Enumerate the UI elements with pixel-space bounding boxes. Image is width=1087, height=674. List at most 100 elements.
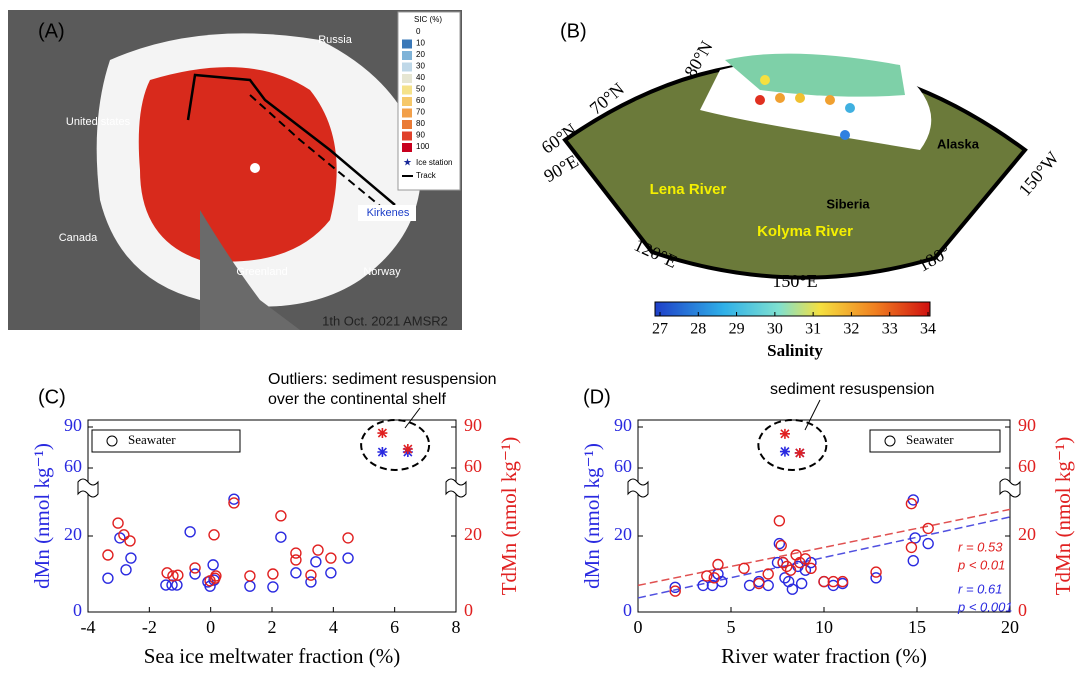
- legend-tick: 50: [416, 85, 425, 94]
- panel-label: (D): [583, 386, 611, 408]
- axis-break: [78, 479, 98, 497]
- legend-tick: 40: [416, 73, 425, 82]
- legend-swatch: [402, 28, 412, 37]
- legend-star: ★: [403, 158, 412, 169]
- data-point: [871, 573, 881, 583]
- data-point: [923, 539, 933, 549]
- data-point: [190, 563, 200, 573]
- data-point: [162, 568, 172, 578]
- legend-tick: 100: [416, 142, 430, 151]
- y-tick-label: 0: [73, 600, 82, 620]
- legend-item: Ice station: [416, 158, 452, 167]
- data-point: [126, 553, 136, 563]
- y-tick-label: 20: [614, 524, 632, 544]
- data-point: [774, 516, 784, 526]
- legend-title: SIC (%): [414, 15, 442, 24]
- x-tick-label: 5: [727, 617, 736, 637]
- x-tick-label: -4: [81, 617, 96, 637]
- stat-label: r = 0.61: [958, 581, 1002, 596]
- legend-tick: 90: [416, 131, 425, 140]
- legend-swatch: [402, 51, 412, 60]
- data-point: [291, 555, 301, 565]
- data-point: [908, 556, 918, 566]
- data-point: [326, 568, 336, 578]
- data-point: [103, 550, 113, 560]
- x-tick-label: 2: [268, 617, 277, 637]
- data-point: [906, 542, 916, 552]
- map-label: Siberia: [826, 196, 870, 211]
- map-label: United states: [66, 116, 131, 128]
- data-point: [819, 577, 829, 587]
- legend-tick: 60: [416, 96, 425, 105]
- colorbar-tick-label: 27: [652, 321, 668, 338]
- data-point: [795, 448, 805, 458]
- y-tick-label: 60: [64, 456, 82, 476]
- data-point: [377, 447, 387, 457]
- data-point: [209, 530, 219, 540]
- legend-swatch: [402, 97, 412, 106]
- x-axis-label: Sea ice meltwater fraction (%): [144, 644, 401, 668]
- x-axis-label: River water fraction (%): [721, 644, 927, 668]
- x-tick-label: 6: [390, 617, 399, 637]
- data-point: [403, 444, 413, 454]
- data-point: [763, 569, 773, 579]
- y-axis-label: dMn (nmol kg⁻¹): [580, 443, 604, 589]
- legend-item: Track: [416, 171, 437, 180]
- data-point: [745, 580, 755, 590]
- colorbar-tick-label: 31: [805, 321, 821, 338]
- outlier-ring: [758, 420, 826, 470]
- figure: (A)RussiaUnited statesCanadaGreenlandNor…: [0, 0, 1087, 674]
- colorbar-tick-label: 30: [767, 321, 783, 338]
- y2-tick-label: 0: [464, 600, 473, 620]
- map-label: Canada: [59, 232, 98, 244]
- data-point: [185, 527, 195, 537]
- colorbar-tick-label: 28: [690, 321, 706, 338]
- data-point: [343, 553, 353, 563]
- legend-swatch: [402, 132, 412, 141]
- map-label: 1th Oct. 2021 AMSR2: [322, 313, 448, 328]
- data-point: [780, 429, 790, 439]
- data-point: [313, 545, 323, 555]
- y2-tick-label: 60: [1018, 456, 1036, 476]
- y2-tick-label: 90: [464, 415, 482, 435]
- y-tick-label: 20: [64, 524, 82, 544]
- map-label: Alaska: [937, 136, 980, 151]
- data-point: [780, 447, 790, 457]
- y2-tick-label: 60: [464, 456, 482, 476]
- annotation: sediment resuspension: [770, 381, 935, 398]
- y-tick-label: 0: [623, 600, 632, 620]
- y2-tick-label: 90: [1018, 415, 1036, 435]
- legend-swatch: [402, 109, 412, 118]
- legend-tick: 20: [416, 50, 425, 59]
- legend-tick: 30: [416, 62, 425, 71]
- data-point: [245, 571, 255, 581]
- data-point: [713, 560, 723, 570]
- annotation-line: Outliers: sediment resuspension: [268, 371, 497, 388]
- axis-break: [446, 479, 466, 497]
- x-tick-label: 0: [206, 617, 215, 637]
- y-tick-label: 90: [64, 415, 82, 435]
- panel-label: (B): [560, 20, 587, 42]
- data-point: [906, 499, 916, 509]
- legend-swatch: [402, 40, 412, 49]
- map-label: Kolyma River: [757, 223, 853, 240]
- legend-swatch: [402, 143, 412, 152]
- data-point: [311, 557, 321, 567]
- y-axis-label: dMn (nmol kg⁻¹): [30, 443, 54, 589]
- outlier-ring: [361, 420, 429, 470]
- data-point: [326, 553, 336, 563]
- legend-label: Seawater: [906, 432, 954, 447]
- x-tick-label: 20: [1001, 617, 1019, 637]
- annotation-arrow: [405, 408, 420, 428]
- data-point: [343, 533, 353, 543]
- x-tick-label: -2: [142, 617, 157, 637]
- y2-tick-label: 20: [1018, 524, 1036, 544]
- x-tick-label: 15: [908, 617, 926, 637]
- legend-label: Seawater: [128, 432, 176, 447]
- stat-label: p < 0.01: [957, 557, 1005, 572]
- panel-label: (A): [38, 20, 65, 42]
- data-point: [698, 580, 708, 590]
- legend-tick: 70: [416, 108, 425, 117]
- stat-label: r = 0.53: [958, 539, 1003, 554]
- data-point: [871, 567, 881, 577]
